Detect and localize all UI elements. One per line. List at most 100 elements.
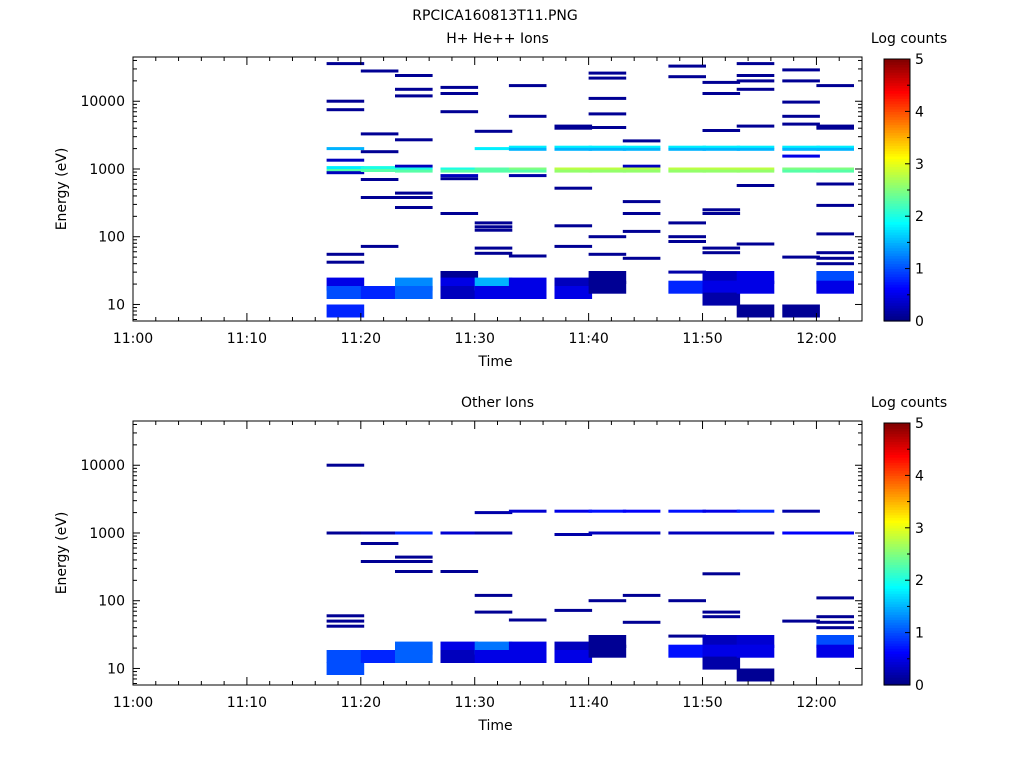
heatmap-bin: [440, 212, 479, 215]
panel-title: Other Ions: [461, 395, 534, 411]
x-axis-label: Time: [477, 718, 512, 734]
heatmap-bin: [622, 229, 661, 233]
colorbar-segment: [884, 609, 910, 613]
heatmap-bin: [622, 212, 661, 215]
colorbar-segment: [884, 535, 910, 539]
colorbar-segment: [884, 69, 910, 73]
colorbar-segment: [884, 472, 910, 476]
heatmap-bin: [395, 87, 433, 91]
y-tick-label: 1000: [89, 162, 125, 178]
heatmap-bin: [816, 182, 854, 186]
colorbar-tick-label: 3: [915, 157, 924, 173]
heatmap-bin: [702, 610, 741, 614]
heatmap-bin: [395, 555, 433, 559]
colorbar-segment: [884, 446, 910, 450]
heatmap-bin: [668, 75, 706, 79]
colorbar-segment: [884, 577, 910, 581]
colorbar-segment: [884, 163, 910, 168]
colorbar-segment: [884, 464, 910, 469]
colorbar-segment: [884, 231, 910, 236]
heatmap-bin: [326, 158, 365, 162]
x-tick-label: 11:20: [341, 695, 381, 711]
colorbar-segment: [884, 77, 910, 81]
heatmap-bin: [554, 124, 593, 128]
colorbar-segment: [884, 467, 910, 471]
heatmap-bin: [702, 145, 741, 149]
heatmap-bin: [360, 196, 399, 199]
colorbar-segment: [884, 132, 910, 136]
heatmap-bin: [702, 92, 741, 95]
colorbar-tick-label: 1: [915, 626, 924, 642]
panel-title: H+ He++ Ions: [446, 31, 549, 47]
heatmap-bin: [782, 145, 820, 149]
colorbar-segment: [884, 318, 910, 322]
colorbar-segment: [884, 192, 910, 196]
heatmap-bin: [326, 614, 365, 618]
heatmap-bin: [668, 147, 706, 151]
heatmap-bin: [816, 262, 854, 266]
colorbar-segment: [884, 114, 910, 118]
colorbar-segment: [884, 517, 910, 521]
colorbar-segment: [884, 548, 910, 552]
heatmap-bin: [588, 280, 627, 294]
colorbar-segment: [884, 184, 910, 188]
colorbar-segment: [884, 650, 910, 655]
colorbar-segment: [884, 174, 910, 178]
heatmap-bin: [474, 225, 513, 229]
x-tick-label: 11:50: [682, 695, 722, 711]
heatmap-bin: [474, 167, 513, 171]
colorbar-segment: [884, 451, 910, 456]
heatmap-bin: [360, 132, 399, 136]
colorbar-segment: [884, 229, 910, 233]
heatmap-bin: [816, 126, 854, 130]
colorbar-segment: [884, 103, 910, 107]
heatmap-bin: [326, 171, 365, 175]
heatmap-bin: [702, 147, 741, 151]
heatmap-bin: [782, 154, 820, 158]
heatmap-bin: [668, 509, 706, 513]
heatmap-bin: [508, 167, 547, 171]
colorbar-segment: [884, 213, 910, 217]
colorbar-segment: [884, 210, 910, 215]
colorbar-segment: [884, 669, 910, 673]
colorbar-segment: [884, 491, 910, 495]
colorbar-segment: [884, 483, 910, 487]
x-tick-label: 11:50: [682, 331, 722, 347]
heatmap-bin: [326, 166, 365, 170]
colorbar-segment: [884, 294, 910, 299]
colorbar-segment: [884, 454, 910, 458]
heatmap-bin: [554, 244, 593, 248]
colorbar-segment: [884, 221, 910, 225]
colorbar-segment: [884, 268, 910, 272]
heatmap-bin: [668, 531, 706, 535]
colorbar-segment: [884, 512, 910, 516]
heatmap-bin: [782, 114, 820, 118]
heatmap-bin: [782, 255, 820, 259]
heatmap-bin: [816, 169, 854, 173]
colorbar-segment: [884, 87, 910, 92]
colorbar-segment: [884, 106, 910, 110]
colorbar-segment: [884, 208, 910, 212]
colorbar-segment: [884, 567, 910, 571]
heatmap-bin: [395, 74, 433, 77]
colorbar-segment: [884, 300, 910, 304]
heatmap-bin: [668, 280, 706, 294]
colorbar-segment: [884, 428, 910, 432]
y-tick-label: 1000: [89, 526, 125, 542]
heatmap-bin: [668, 270, 706, 274]
heatmap-bin: [554, 169, 593, 173]
colorbar-segment: [884, 218, 910, 223]
heatmap-bin: [554, 147, 593, 151]
colorbar-segment: [884, 121, 910, 126]
heatmap-bin: [782, 531, 820, 535]
colorbar-segment: [884, 263, 910, 267]
colorbar-label: Log counts: [871, 395, 947, 411]
colorbar-segment: [884, 423, 910, 427]
colorbar-segment: [884, 166, 910, 170]
heatmap-bin: [816, 615, 854, 619]
heatmap-bin: [326, 169, 365, 172]
heatmap-bin: [474, 251, 513, 255]
heatmap-bin: [816, 596, 854, 600]
